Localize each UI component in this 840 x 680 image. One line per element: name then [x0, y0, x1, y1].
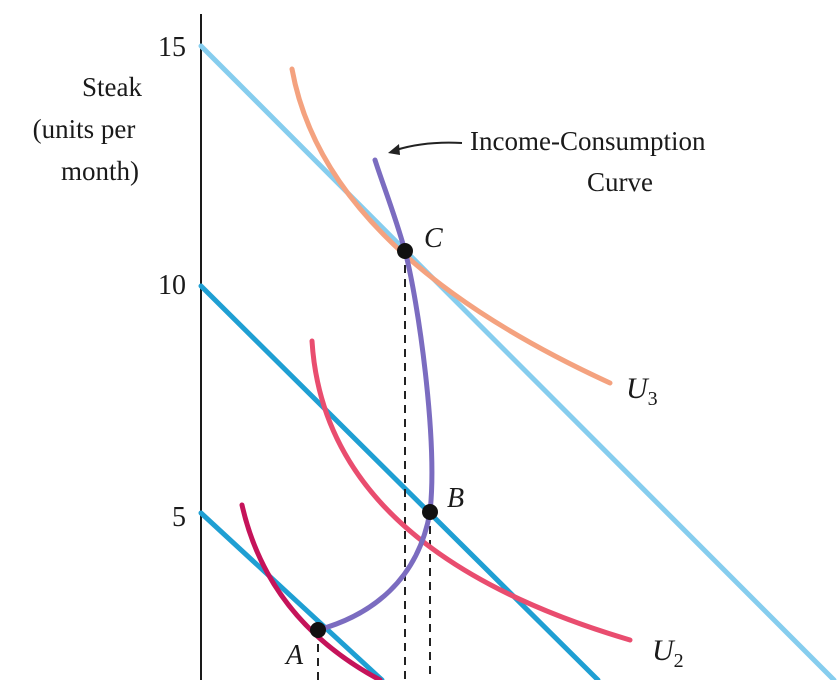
- y-tick-label-15: 15: [158, 32, 186, 63]
- indifference-curve-u2: [309, 338, 633, 643]
- u3-label-letter: U: [626, 372, 650, 405]
- icc-label-line-1: Income-Consumption: [470, 126, 706, 156]
- u2-label-letter: U: [652, 634, 676, 667]
- u3-label: U3: [626, 372, 658, 410]
- annotation-arrowhead: [388, 144, 400, 155]
- budget-line-1: [198, 510, 385, 680]
- budget-line-2: [198, 283, 601, 680]
- point-a-label: A: [284, 640, 304, 671]
- icc-label-line-2: Curve: [587, 167, 653, 197]
- y-axis-label-line-2: (units per: [33, 114, 136, 144]
- u3-label-subscript: 3: [648, 388, 658, 410]
- point-b-label: B: [447, 483, 464, 514]
- y-tick-label-10: 10: [158, 270, 186, 301]
- u2-label: U2: [652, 634, 684, 672]
- point-c-label: C: [424, 223, 443, 254]
- point-b: [422, 504, 438, 520]
- annotation-arrow: [395, 141, 463, 151]
- income-consumption-curve: [315, 157, 435, 633]
- y-tick-label-5: 5: [172, 502, 186, 533]
- u2-label-subscript: 2: [674, 650, 684, 672]
- y-axis-label-line-1: Steak: [82, 72, 142, 102]
- indifference-curve-u3: [289, 66, 613, 386]
- y-axis-label-line-3: month): [61, 156, 139, 186]
- point-c: [397, 243, 413, 259]
- point-a: [310, 622, 326, 638]
- indifference-curve-u1: [239, 502, 383, 680]
- budget-line-3: [198, 43, 837, 680]
